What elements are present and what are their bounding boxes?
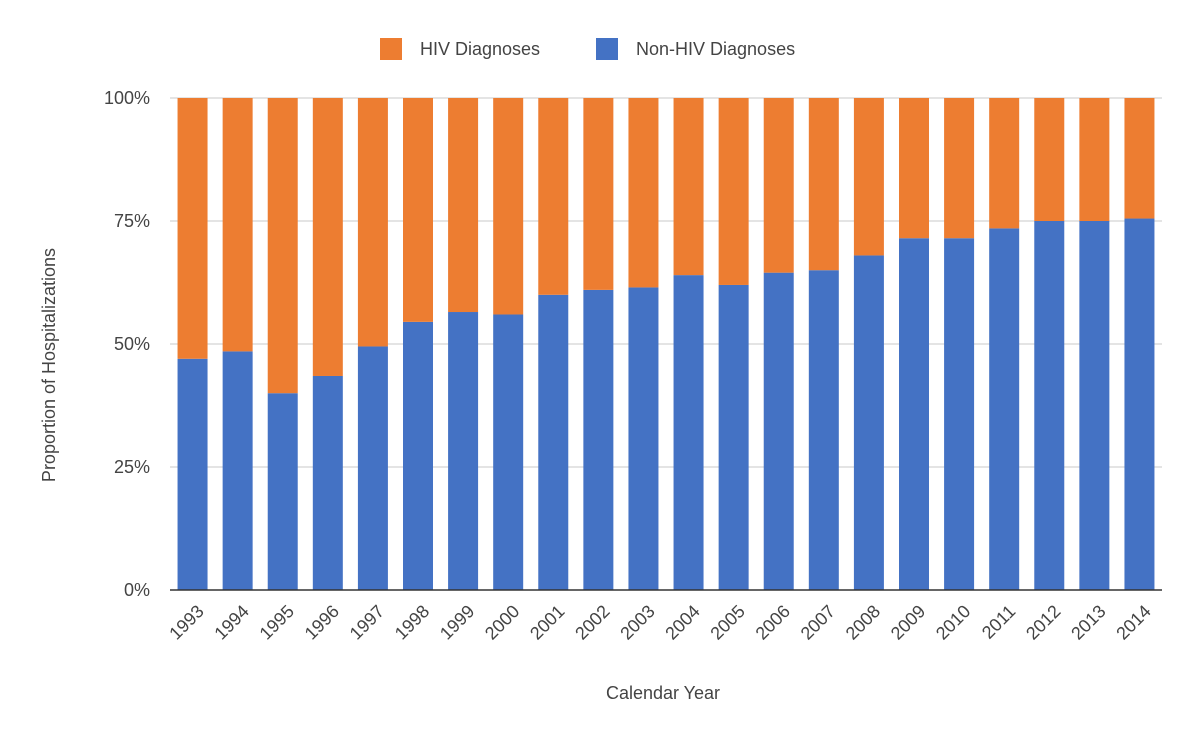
x-tick-label: 1998 <box>391 601 433 643</box>
hiv-diagnoses-bar <box>989 98 1020 229</box>
non-hiv-diagnoses-bar <box>1124 218 1155 591</box>
non-hiv-diagnoses-bar <box>673 275 704 590</box>
x-axis-title: Calendar Year <box>606 683 720 703</box>
non-hiv-diagnoses-bar <box>718 284 749 590</box>
x-tick-label: 2008 <box>842 601 884 643</box>
x-tick-label: 2003 <box>616 601 658 643</box>
bars <box>177 98 1155 591</box>
hiv-diagnoses-bar <box>538 98 569 295</box>
x-tick-label: 2011 <box>978 601 1020 643</box>
non-hiv-diagnoses-bar <box>312 375 343 590</box>
x-tick-label: 2014 <box>1112 601 1154 643</box>
y-tick-label: 25% <box>114 457 150 477</box>
x-tick-label: 2009 <box>887 601 929 643</box>
hiv-diagnoses-bar <box>177 98 208 359</box>
x-tick-label: 2012 <box>1022 601 1064 643</box>
non-hiv-diagnoses-bar <box>1034 221 1065 590</box>
x-tick-label: 1994 <box>210 601 252 643</box>
non-hiv-diagnoses-bar <box>1079 221 1110 590</box>
hiv-diagnoses-bar <box>1034 98 1065 221</box>
non-hiv-diagnoses-bar <box>853 255 884 590</box>
x-tick-label: 2000 <box>481 601 523 643</box>
legend-swatch <box>380 38 402 60</box>
hiv-diagnoses-bar <box>628 98 659 288</box>
hiv-diagnoses-bar <box>1079 98 1110 221</box>
hiv-diagnoses-bar <box>899 98 929 239</box>
y-tick-label: 75% <box>114 211 150 231</box>
legend-swatch <box>596 38 618 60</box>
non-hiv-diagnoses-bar <box>177 358 208 590</box>
non-hiv-diagnoses-bar <box>403 321 433 590</box>
non-hiv-diagnoses-bar <box>267 393 298 590</box>
non-hiv-diagnoses-bar <box>538 294 569 590</box>
non-hiv-diagnoses-bar <box>944 238 975 590</box>
non-hiv-diagnoses-bar <box>357 346 388 590</box>
hiv-diagnoses-bar <box>944 98 975 239</box>
non-hiv-diagnoses-bar <box>899 238 929 590</box>
non-hiv-diagnoses-bar <box>989 228 1020 590</box>
x-tick-label: 2001 <box>526 601 568 643</box>
x-tick-label: 1993 <box>165 601 207 643</box>
non-hiv-diagnoses-bar <box>628 287 659 590</box>
hiv-diagnoses-bar <box>1124 98 1155 219</box>
x-tick-label: 2013 <box>1067 601 1109 643</box>
non-hiv-diagnoses-bar <box>763 272 794 590</box>
non-hiv-diagnoses-bar <box>448 312 479 590</box>
non-hiv-diagnoses-bar <box>493 314 524 590</box>
y-tick-label: 50% <box>114 334 150 354</box>
non-hiv-diagnoses-bar <box>222 351 253 590</box>
x-tick-label: 2006 <box>752 601 794 643</box>
hiv-diagnoses-bar <box>267 98 298 394</box>
hiv-diagnoses-bar <box>808 98 839 271</box>
hiv-diagnoses-bar <box>222 98 253 352</box>
hiv-diagnoses-bar <box>718 98 749 285</box>
x-tick-label: 2007 <box>797 601 839 643</box>
hiv-diagnoses-bar <box>403 98 433 322</box>
hiv-diagnoses-bar <box>763 98 794 273</box>
non-hiv-diagnoses-bar <box>808 270 839 590</box>
x-tick-label: 1999 <box>436 601 478 643</box>
hiv-diagnoses-bar <box>448 98 479 313</box>
y-tick-label: 0% <box>124 580 150 600</box>
hiv-diagnoses-bar <box>312 98 343 376</box>
legend: HIV Diagnoses Non-HIV Diagnoses <box>380 38 795 60</box>
legend-label: HIV Diagnoses <box>420 39 540 59</box>
x-tick-label: 2010 <box>932 601 974 643</box>
hiv-diagnoses-bar <box>357 98 388 347</box>
x-tick-label: 1997 <box>346 601 388 643</box>
x-tick-label: 2005 <box>706 601 748 643</box>
hiv-diagnoses-bar <box>673 98 704 276</box>
hiv-diagnoses-bar <box>583 98 614 290</box>
x-tick-label: 2004 <box>661 601 703 643</box>
y-tick-label: 100% <box>104 88 150 108</box>
x-tick-label: 1996 <box>301 601 343 643</box>
x-tick-label: 1995 <box>256 601 298 643</box>
y-axis-title: Proportion of Hospitalizations <box>39 248 59 482</box>
legend-label: Non-HIV Diagnoses <box>636 39 795 59</box>
non-hiv-diagnoses-bar <box>583 289 614 590</box>
x-tick-label: 2002 <box>571 601 613 643</box>
hiv-diagnoses-bar <box>853 98 884 256</box>
hiv-diagnoses-bar <box>493 98 524 315</box>
